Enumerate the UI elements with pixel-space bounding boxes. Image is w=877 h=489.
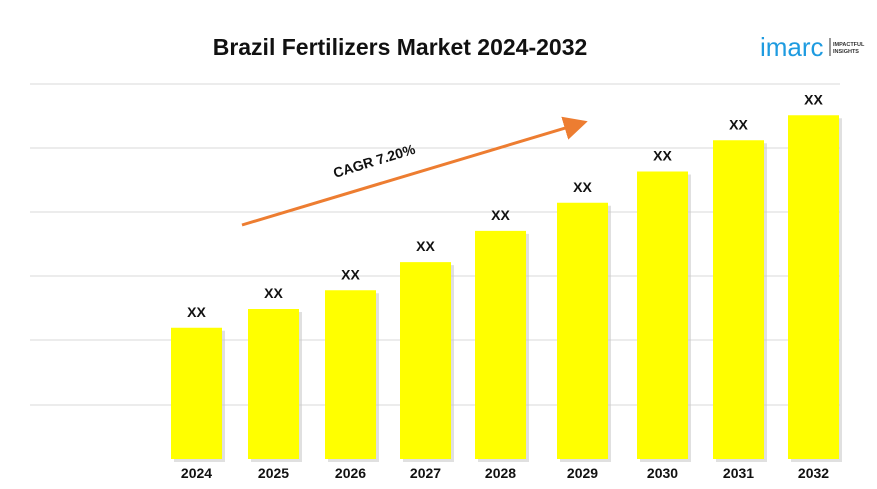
data-label: XX bbox=[729, 116, 748, 132]
bar-2027 bbox=[400, 262, 451, 459]
x-tick-label: 2025 bbox=[258, 465, 289, 481]
x-tick-label: 2028 bbox=[485, 465, 516, 481]
x-tick-label: 2024 bbox=[181, 465, 212, 481]
svg-text:INSIGHTS: INSIGHTS bbox=[833, 49, 859, 55]
x-tick-label: 2027 bbox=[410, 465, 441, 481]
bar-2024 bbox=[171, 327, 222, 459]
imarc-logo: imarc IMPACTFUL INSIGHTS bbox=[760, 24, 870, 64]
svg-text:IMPACTFUL: IMPACTFUL bbox=[833, 42, 865, 48]
data-label: XX bbox=[573, 179, 592, 195]
bar-2028 bbox=[475, 230, 526, 459]
data-label: XX bbox=[264, 285, 283, 301]
logo-brand-text: imarc bbox=[760, 32, 824, 62]
x-tick-label: 2026 bbox=[335, 465, 366, 481]
bar-2026 bbox=[325, 290, 376, 459]
bar-2025 bbox=[248, 309, 299, 459]
data-label: XX bbox=[416, 238, 435, 254]
x-tick-label: 2030 bbox=[647, 465, 678, 481]
data-label: XX bbox=[491, 207, 510, 223]
data-label: XX bbox=[653, 148, 672, 164]
data-label: XX bbox=[341, 266, 360, 282]
x-tick-label: 2029 bbox=[567, 465, 598, 481]
bar-2030 bbox=[637, 171, 688, 459]
bar-2031 bbox=[713, 140, 764, 459]
x-tick-label: 2031 bbox=[723, 465, 754, 481]
bar-2032 bbox=[788, 115, 839, 459]
data-label: XX bbox=[187, 304, 206, 320]
cagr-arrow bbox=[241, 116, 588, 227]
bar-2029 bbox=[557, 202, 608, 459]
data-label: XX bbox=[804, 91, 823, 107]
chart-title: Brazil Fertilizers Market 2024-2032 bbox=[212, 34, 588, 60]
x-tick-label: 2032 bbox=[798, 465, 829, 481]
